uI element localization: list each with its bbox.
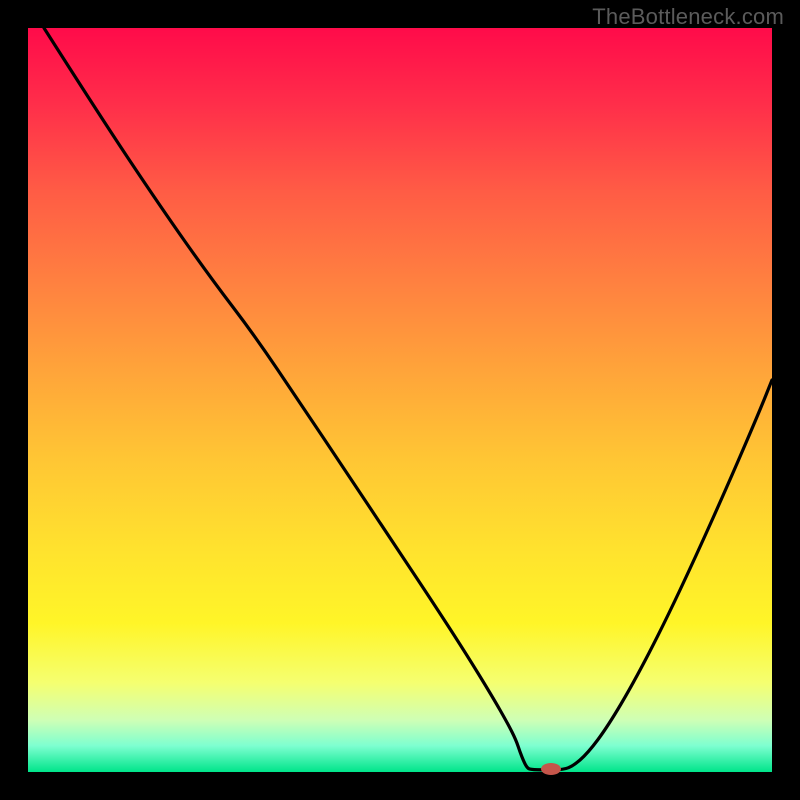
watermark-text: TheBottleneck.com [592,4,784,30]
minimum-marker [541,763,561,775]
bottleneck-curve-chart [0,0,800,800]
chart-root: TheBottleneck.com [0,0,800,800]
plot-area [28,28,772,772]
